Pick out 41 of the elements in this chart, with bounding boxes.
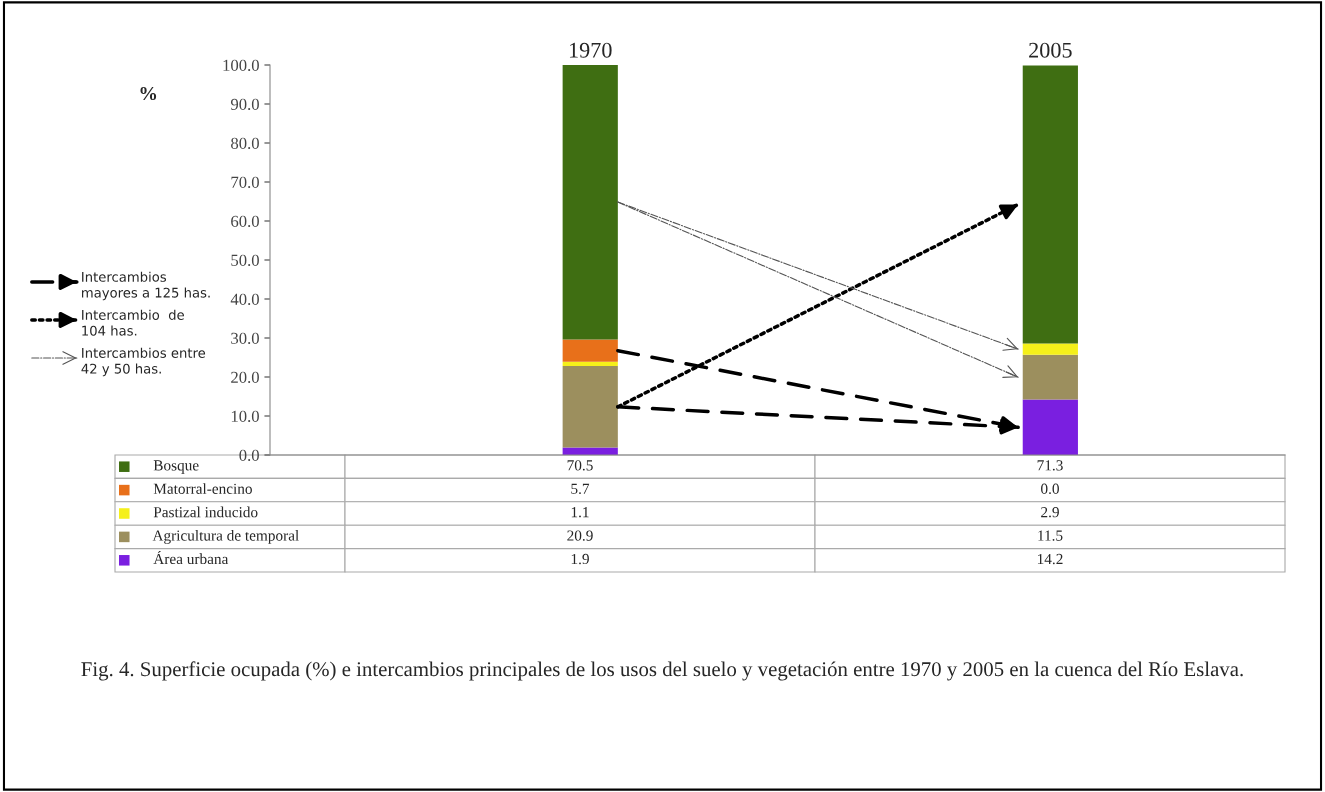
- text: Intercambio de 104 has.: [82, 309, 184, 336]
- legend-label: Bosque: [153, 460, 199, 474]
- bar: [562, 65, 618, 340]
- y-tick-label: 60.0: [231, 215, 259, 228]
- data-label: 71.3: [1037, 460, 1063, 471]
- y-tick-label: 100.0: [223, 59, 259, 72]
- text: Intercambios mayores a 125 has.: [82, 271, 210, 301]
- legend-label: Área urbana: [153, 550, 229, 565]
- data-label: 14.2: [1037, 553, 1063, 565]
- data-label: 0.0: [1041, 483, 1059, 494]
- y-tick-label: 0.0: [239, 449, 259, 462]
- data-label: 11.5: [1038, 530, 1063, 541]
- bar: [1022, 65, 1078, 344]
- y-tick-label: 50.0: [231, 254, 259, 267]
- data-label: 2.9: [1041, 507, 1059, 518]
- data-label: 1.1: [571, 507, 589, 518]
- text: Intercambios entre 42 y 50 has.: [81, 347, 206, 377]
- data-label: 70.5: [567, 460, 593, 471]
- y-tick-label: 20.0: [231, 371, 259, 384]
- y-tick-label: 40.0: [230, 293, 259, 306]
- legend-label: Pastizal inducido: [153, 506, 258, 518]
- y-tick-label: 80.0: [231, 137, 259, 150]
- bar: [562, 339, 618, 362]
- bar: [1022, 399, 1078, 455]
- data-label: 20.9: [567, 530, 593, 541]
- legend-label: Matorral-encino: [153, 483, 252, 494]
- bar: [562, 366, 618, 448]
- bar: [562, 361, 618, 367]
- y-tick-label: 30.0: [231, 332, 259, 345]
- legend-label: Agricultura de temporal: [152, 529, 299, 544]
- x-tick-label: 2005: [1029, 42, 1072, 58]
- y-tick-label: 70.0: [231, 176, 259, 189]
- x-tick-label: 1970: [569, 42, 612, 58]
- y-axis-title: %: [140, 86, 157, 101]
- data-label: 1.9: [571, 553, 589, 565]
- y-tick-label: 10.0: [231, 410, 259, 423]
- caption: Fig. 4. Superficie ocupada (%) e intercambios principales de los usos del suelo y vegetación entre 1970 y 2005 en la cuenca del Río Eslava.: [81, 661, 1243, 681]
- y-tick-label: 90.0: [230, 98, 259, 111]
- data-label: 5.7: [571, 483, 590, 494]
- bar: [1022, 354, 1078, 400]
- bar: [1022, 343, 1078, 355]
